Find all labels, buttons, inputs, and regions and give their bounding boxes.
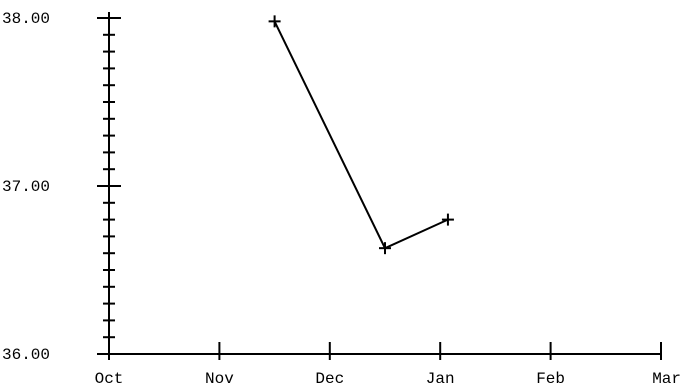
data-point-marker	[379, 242, 391, 255]
x-tick-label: Nov	[205, 370, 234, 388]
series-line	[273, 20, 449, 250]
x-tick-label: Dec	[315, 370, 344, 388]
data-point-marker	[268, 15, 281, 28]
y-ticks: 38.00 37.00 36.00	[2, 10, 121, 364]
x-tick-label: Oct	[95, 370, 124, 388]
data-point-marker	[441, 213, 454, 226]
x-tick-label: Mar	[652, 370, 681, 388]
axes	[108, 12, 661, 355]
y-tick-label: 38.00	[2, 10, 50, 28]
x-tick-label: Feb	[536, 370, 565, 388]
y-tick-label: 37.00	[2, 178, 50, 196]
series-layer	[268, 15, 454, 255]
x-tick-label: Jan	[426, 370, 455, 388]
y-tick-label: 36.00	[2, 346, 50, 364]
x-ticks: Oct Nov Dec Jan Feb Mar	[95, 342, 681, 388]
